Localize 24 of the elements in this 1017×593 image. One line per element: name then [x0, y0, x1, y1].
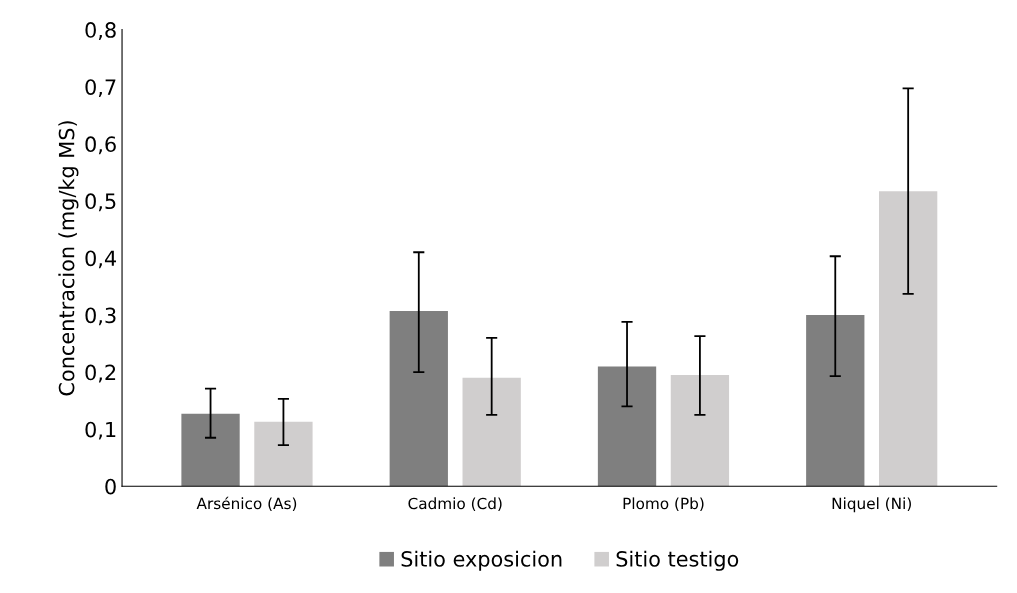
y-tick-label: 0,3 — [85, 307, 116, 326]
legend-label: Sitio exposicion — [401, 550, 562, 571]
y-tick-label: 0,8 — [85, 22, 116, 40]
bar — [462, 377, 521, 487]
bar — [597, 366, 657, 487]
y-tick-label: 0,6 — [85, 136, 116, 155]
x-tick-label: Cadmio (Cd) — [408, 497, 502, 511]
bar — [879, 191, 938, 487]
y-tick-label: 0 — [105, 478, 116, 495]
bar — [389, 311, 448, 487]
y-tick-label: 0,2 — [85, 364, 116, 383]
y-axis-title: Concentracion (mg/kg MS) — [58, 121, 79, 396]
x-tick-label: Plomo (Pb) — [623, 497, 704, 511]
y-tick-label: 0,7 — [85, 79, 116, 98]
bar — [181, 413, 240, 487]
bar — [254, 421, 313, 487]
x-tick-label: Arsénico (As) — [196, 496, 297, 511]
y-tick-label: 0,4 — [85, 250, 117, 269]
x-tick-label: Niquel (Ni) — [832, 497, 911, 513]
bar — [806, 315, 865, 487]
bar — [670, 374, 730, 487]
y-tick-label: 0,5 — [85, 193, 116, 212]
legend-label: Sitio testigo — [616, 550, 739, 571]
y-tick-label: 0,1 — [85, 421, 116, 440]
